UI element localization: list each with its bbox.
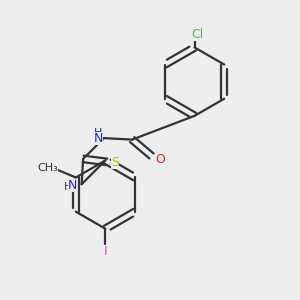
- Text: H: H: [64, 182, 73, 192]
- Text: S: S: [111, 156, 119, 169]
- Text: O: O: [155, 153, 165, 166]
- Text: Cl: Cl: [191, 28, 204, 41]
- Text: H: H: [94, 128, 102, 138]
- Text: N: N: [68, 179, 77, 192]
- Text: CH₃: CH₃: [37, 163, 58, 173]
- Text: N: N: [94, 132, 103, 145]
- Text: I: I: [103, 244, 107, 258]
